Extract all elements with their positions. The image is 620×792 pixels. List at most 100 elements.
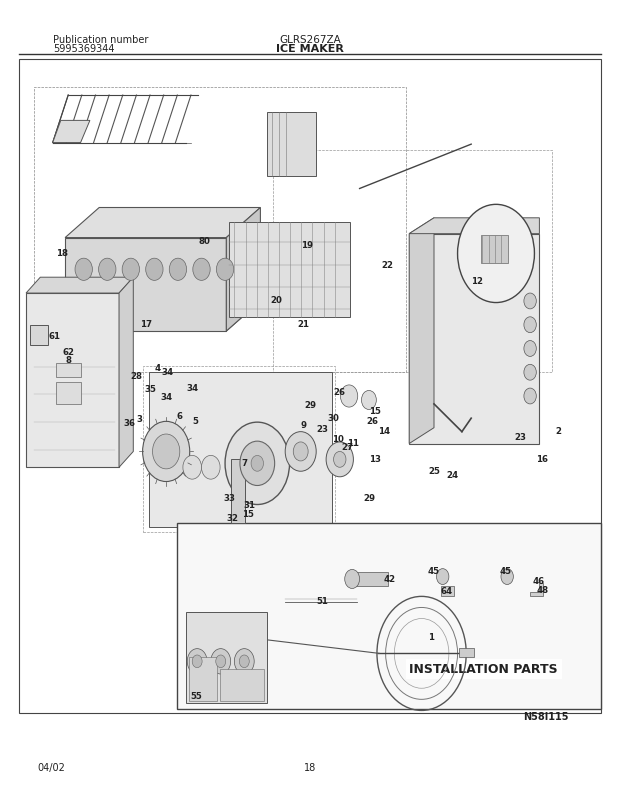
Polygon shape xyxy=(229,222,350,317)
Polygon shape xyxy=(53,120,90,143)
Text: 29: 29 xyxy=(304,401,316,410)
Text: 46: 46 xyxy=(532,577,544,586)
Circle shape xyxy=(225,422,290,505)
Text: 28: 28 xyxy=(130,371,143,381)
Circle shape xyxy=(146,258,163,280)
Circle shape xyxy=(524,317,536,333)
Text: 26: 26 xyxy=(366,417,378,426)
Text: 11: 11 xyxy=(347,439,360,448)
Bar xyxy=(177,523,601,709)
Text: 29: 29 xyxy=(363,494,375,504)
Text: 34: 34 xyxy=(160,393,172,402)
Text: 61: 61 xyxy=(48,332,61,341)
Text: 24: 24 xyxy=(446,470,459,480)
Circle shape xyxy=(251,455,264,471)
Circle shape xyxy=(216,258,234,280)
Text: 1: 1 xyxy=(428,633,434,642)
Text: 3: 3 xyxy=(136,415,143,425)
Circle shape xyxy=(345,569,360,588)
Text: 5995369344: 5995369344 xyxy=(53,44,114,55)
Text: 16: 16 xyxy=(536,455,549,464)
Circle shape xyxy=(75,258,92,280)
Bar xyxy=(149,372,332,527)
Text: 2: 2 xyxy=(555,427,561,436)
Circle shape xyxy=(153,434,180,469)
Bar xyxy=(409,234,539,444)
Polygon shape xyxy=(30,325,48,345)
Bar xyxy=(56,382,81,404)
Text: 9: 9 xyxy=(301,421,307,430)
Text: ICE MAKER: ICE MAKER xyxy=(276,44,344,55)
Text: 18: 18 xyxy=(304,763,316,773)
Polygon shape xyxy=(65,208,260,238)
Circle shape xyxy=(524,293,536,309)
Circle shape xyxy=(169,258,187,280)
Polygon shape xyxy=(65,238,226,331)
Polygon shape xyxy=(530,583,542,596)
Circle shape xyxy=(211,649,231,674)
Circle shape xyxy=(240,441,275,485)
Circle shape xyxy=(334,451,346,467)
Text: 62: 62 xyxy=(62,348,74,357)
Circle shape xyxy=(524,341,536,356)
Circle shape xyxy=(187,649,207,674)
Text: 34: 34 xyxy=(186,383,198,393)
Text: 18: 18 xyxy=(56,249,68,258)
Circle shape xyxy=(202,455,220,479)
Bar xyxy=(19,59,601,713)
Circle shape xyxy=(436,569,449,584)
Text: 15: 15 xyxy=(242,510,254,520)
Text: 45: 45 xyxy=(499,567,511,577)
Text: 33: 33 xyxy=(223,494,236,504)
Text: GLRS267ZA: GLRS267ZA xyxy=(279,35,341,45)
Circle shape xyxy=(193,258,210,280)
Circle shape xyxy=(293,442,308,461)
Text: 20: 20 xyxy=(270,296,282,306)
Polygon shape xyxy=(65,301,260,331)
Bar xyxy=(26,293,119,467)
Text: 15: 15 xyxy=(369,407,381,417)
Polygon shape xyxy=(441,586,454,596)
Circle shape xyxy=(143,421,190,482)
Text: 26: 26 xyxy=(334,387,346,397)
Bar xyxy=(267,112,316,176)
Text: Publication number: Publication number xyxy=(53,35,148,45)
Bar xyxy=(480,235,508,263)
Text: 7: 7 xyxy=(242,459,248,468)
Bar xyxy=(56,363,81,377)
Circle shape xyxy=(216,655,226,668)
Polygon shape xyxy=(26,277,133,293)
Text: 10: 10 xyxy=(332,435,344,444)
Bar xyxy=(186,612,267,703)
Text: INSTALLATION PARTS: INSTALLATION PARTS xyxy=(409,663,558,676)
Text: 36: 36 xyxy=(123,419,135,428)
Polygon shape xyxy=(409,218,539,234)
Text: 14: 14 xyxy=(378,427,391,436)
Text: 19: 19 xyxy=(301,241,313,250)
Text: 23: 23 xyxy=(316,425,329,434)
Text: 8: 8 xyxy=(65,356,71,365)
Text: 32: 32 xyxy=(226,514,239,524)
Circle shape xyxy=(361,390,376,409)
Circle shape xyxy=(99,258,116,280)
Text: 34: 34 xyxy=(161,367,174,377)
Bar xyxy=(231,459,245,523)
Text: 13: 13 xyxy=(369,455,381,464)
Text: 42: 42 xyxy=(383,575,396,584)
Circle shape xyxy=(234,649,254,674)
Text: 51: 51 xyxy=(316,597,329,607)
Polygon shape xyxy=(409,218,434,444)
Text: 45: 45 xyxy=(428,567,440,577)
Text: 64: 64 xyxy=(440,587,453,596)
Circle shape xyxy=(122,258,140,280)
Bar xyxy=(34,87,406,372)
Circle shape xyxy=(285,432,316,471)
Text: 30: 30 xyxy=(327,413,340,423)
Circle shape xyxy=(340,385,358,407)
Text: 80: 80 xyxy=(198,237,211,246)
Text: 27: 27 xyxy=(341,443,353,452)
Circle shape xyxy=(524,364,536,380)
Circle shape xyxy=(524,388,536,404)
Text: 04/02: 04/02 xyxy=(37,763,65,773)
Text: 12: 12 xyxy=(471,276,484,286)
